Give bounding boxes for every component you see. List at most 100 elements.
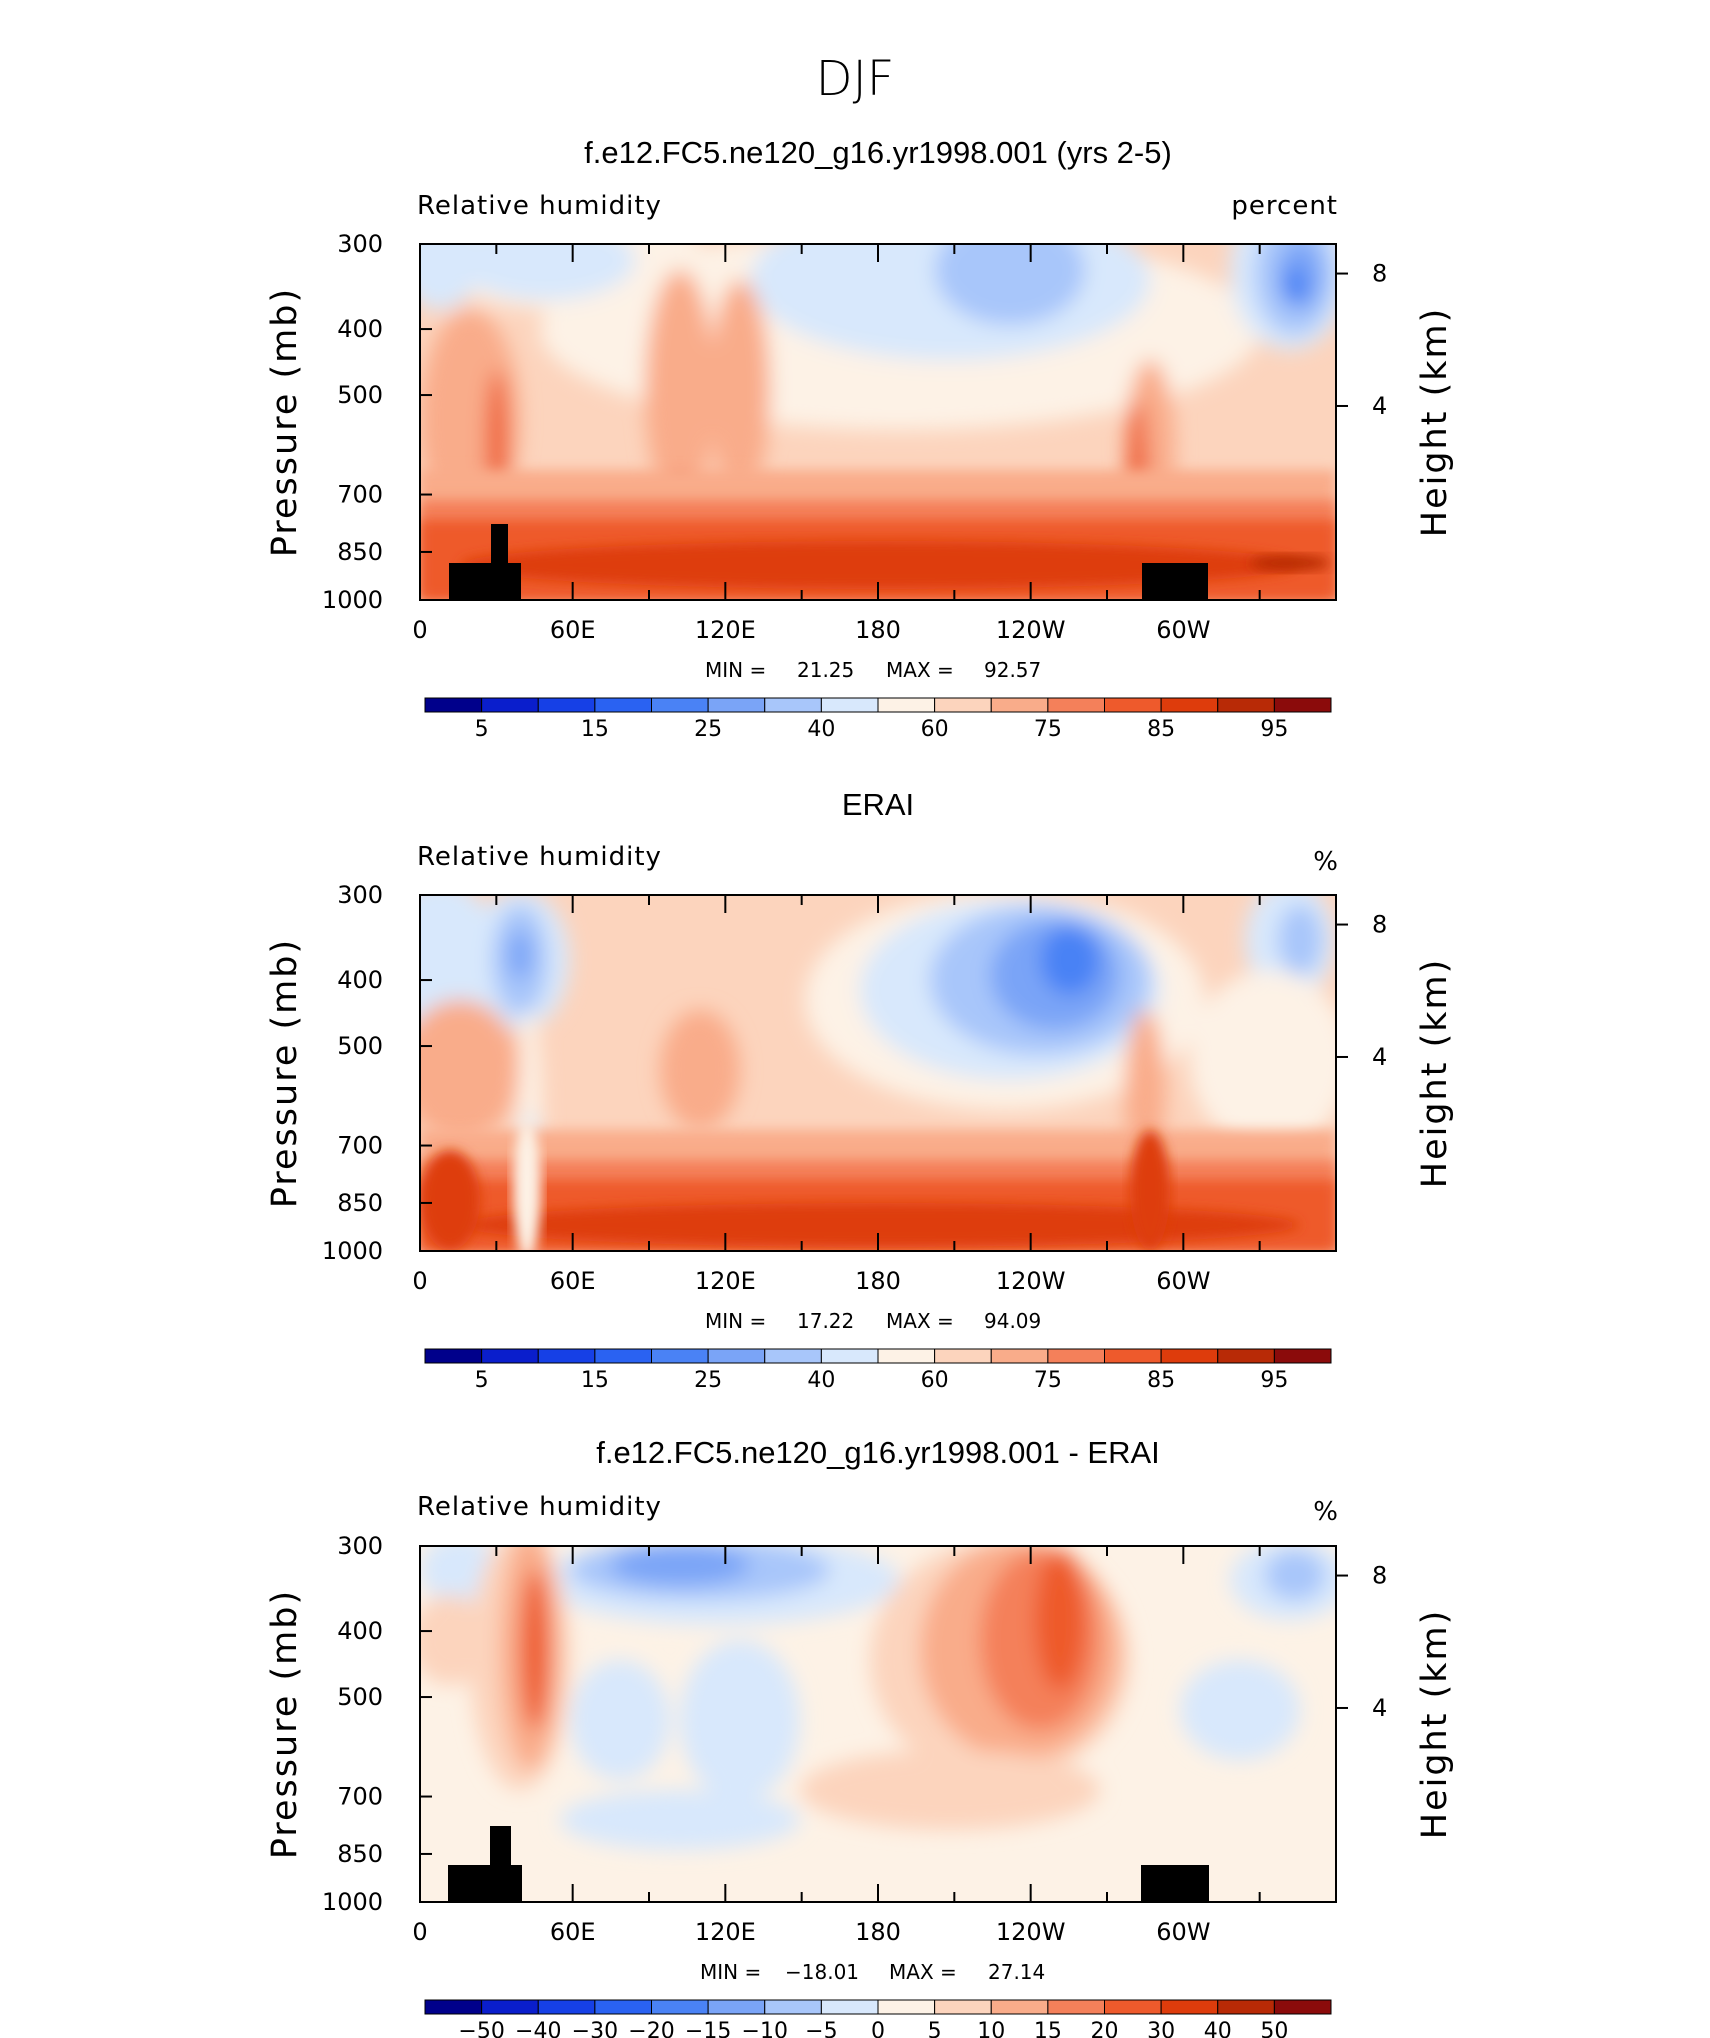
colorbar-box <box>594 1999 652 2015</box>
colorbar-label: 5 <box>475 717 489 742</box>
y2-tick-label: 8 <box>1372 911 1387 939</box>
x-tick-label: 0 <box>412 1267 427 1295</box>
y-axis-left: 300 400 500 700 850 1000 <box>322 1532 432 1916</box>
max-value: 27.14 <box>988 1960 1045 1984</box>
y2-tick-label: 4 <box>1372 1043 1387 1071</box>
topography-mask <box>448 1826 522 1902</box>
colorbar-label: 5 <box>475 1368 489 1393</box>
x-tick-label: 120E <box>695 1267 756 1295</box>
colorbar-box <box>764 1999 822 2015</box>
x-tick-label: 60E <box>550 616 596 644</box>
y-axis-right: 84 <box>1336 260 1387 420</box>
colorbar-box <box>1047 697 1105 713</box>
x-tick-label: 180 <box>855 1267 901 1295</box>
panel-observations: ERAI Relative humidity % <box>265 787 1455 1393</box>
y2-tick-label: 8 <box>1372 1562 1387 1590</box>
y-tick-label: 400 <box>337 315 383 343</box>
colorbar-box <box>651 1999 709 2015</box>
y-tick-label: 1000 <box>322 1888 383 1916</box>
colorbar-label: 15 <box>1034 2019 1062 2038</box>
x-tick-label: 0 <box>412 1918 427 1946</box>
colorbar-label: 85 <box>1147 717 1175 742</box>
colorbar-box <box>934 1999 992 2015</box>
colorbar-box <box>990 1999 1049 2015</box>
x-axis: 0 60E 120E 180 120W 60W <box>412 1546 1337 1946</box>
y-tick-label: 400 <box>337 1617 383 1645</box>
colorbar-label: −30 <box>572 2019 618 2038</box>
stats-line: MIN = 17.22 MAX = 94.09 <box>705 1309 1041 1333</box>
y-axis-right: 84 <box>1336 1562 1387 1722</box>
colorbar-box <box>1160 1999 1219 2015</box>
max-label: MAX = <box>886 658 954 682</box>
variable-label: Relative humidity <box>417 1492 662 1522</box>
colorbar-box <box>1217 697 1275 713</box>
colorbar-box <box>1160 697 1219 713</box>
y2-axis-title: Height (km) <box>1415 958 1455 1189</box>
colorbar-box <box>1047 1999 1105 2015</box>
colorbar-box <box>1160 1348 1219 1364</box>
stats-line: MIN = −18.01 MAX = 27.14 <box>700 1960 1045 1984</box>
colorbar-box <box>764 1348 822 1364</box>
y-tick-label: 700 <box>337 1132 383 1160</box>
y-tick-label: 300 <box>337 230 383 258</box>
x-axis: 0 60E 120E 180 120W 60W <box>412 244 1337 644</box>
min-value: 17.22 <box>797 1309 854 1333</box>
x-tick-label: 120E <box>695 616 756 644</box>
colorbar-box <box>1273 1348 1332 1364</box>
topography-mask <box>1142 563 1208 600</box>
x-tick-label: 120W <box>996 1267 1066 1295</box>
y2-tick-label: 4 <box>1372 1694 1387 1722</box>
units-label: percent <box>1231 191 1338 221</box>
max-label: MAX = <box>886 1309 954 1333</box>
colorbar-label: −50 <box>458 2019 504 2038</box>
min-value: 21.25 <box>797 658 854 682</box>
colorbar-box <box>877 1999 936 2015</box>
y-tick-label: 300 <box>337 1532 383 1560</box>
colorbar-box <box>537 697 596 713</box>
colorbar-box <box>934 1348 992 1364</box>
y-axis-title: Pressure (mb) <box>265 938 305 1208</box>
colorbar-box <box>990 1348 1049 1364</box>
min-label: MIN = <box>700 1960 761 1984</box>
x-tick-label: 180 <box>855 1918 901 1946</box>
colorbar-box <box>934 697 992 713</box>
contour-field <box>420 1546 1336 1902</box>
y-tick-label: 1000 <box>322 586 383 614</box>
colorbar-label: −15 <box>685 2019 731 2038</box>
colorbar-box <box>1104 1999 1162 2015</box>
colorbar-box <box>537 1999 596 2015</box>
x-axis: 0 60E 120E 180 120W 60W <box>412 895 1337 1295</box>
panel-title: f.e12.FC5.ne120_g16.yr1998.001 - ERAI <box>596 1435 1160 1470</box>
y-axis-right: 84 <box>1336 911 1387 1071</box>
y-tick-label: 850 <box>337 1840 383 1868</box>
variable-label: Relative humidity <box>417 191 662 221</box>
y-axis-left: 300 400 500 700 850 1000 <box>322 881 432 1265</box>
colorbar-box <box>990 697 1049 713</box>
y-axis-title: Pressure (mb) <box>265 1589 305 1859</box>
x-tick-label: 120E <box>695 1918 756 1946</box>
colorbar-label: 40 <box>807 717 835 742</box>
y-tick-label: 700 <box>337 481 383 509</box>
colorbar-label: 95 <box>1260 717 1288 742</box>
colorbar-label: 40 <box>1204 2019 1232 2038</box>
figure-title: DJF <box>816 51 895 107</box>
units-label: % <box>1313 1497 1338 1527</box>
x-tick-label: 60W <box>1156 616 1210 644</box>
colorbar-label: −10 <box>742 2019 788 2038</box>
colorbar-box <box>1104 1348 1162 1364</box>
colorbar-label: 40 <box>807 1368 835 1393</box>
y-tick-label: 850 <box>337 1189 383 1217</box>
colorbar-box <box>1217 1348 1275 1364</box>
colorbar-label: 75 <box>1034 717 1062 742</box>
y2-axis-title: Height (km) <box>1415 307 1455 538</box>
panel-title: f.e12.FC5.ne120_g16.yr1998.001 (yrs 2-5) <box>584 135 1172 170</box>
colorbar-box <box>877 697 936 713</box>
colorbar-label: 5 <box>928 2019 942 2038</box>
colorbar-label: 60 <box>921 717 949 742</box>
panel-model: f.e12.FC5.ne120_g16.yr1998.001 (yrs 2-5)… <box>265 135 1455 742</box>
colorbar-box <box>424 1999 483 2015</box>
colorbar: −50 −40 −30 −20 −15 −10 −5 0 5 10 15 20 30 40 50 <box>424 1999 1332 2038</box>
max-value: 92.57 <box>984 658 1041 682</box>
colorbar-box <box>1217 1999 1275 2015</box>
